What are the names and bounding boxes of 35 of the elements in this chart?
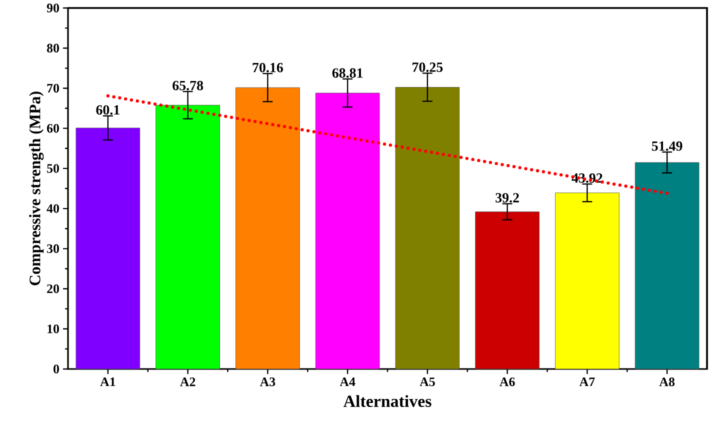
y-tick-label: 20 bbox=[47, 284, 60, 294]
data-label: 68.81 bbox=[332, 68, 363, 78]
data-label: 60.1 bbox=[96, 105, 120, 115]
x-tick-label: A1 bbox=[100, 378, 116, 386]
x-tick-label: A3 bbox=[260, 378, 276, 386]
x-tick-label: A2 bbox=[180, 378, 196, 386]
y-tick-label: 50 bbox=[47, 164, 60, 173]
y-axis-title: Compressive strength (MPa) bbox=[29, 92, 44, 286]
data-label: 51.49 bbox=[652, 141, 682, 151]
x-tick-label: A7 bbox=[579, 378, 595, 386]
x-tick-label: A6 bbox=[500, 378, 515, 386]
y-tick-label: 70 bbox=[47, 84, 60, 93]
x-axis-title: Alternatives bbox=[343, 395, 432, 407]
y-tick-label: 80 bbox=[46, 44, 60, 52]
y-tick-label: 0 bbox=[54, 364, 60, 374]
data-label: 70.25 bbox=[412, 62, 443, 72]
y-tick-label: 40 bbox=[46, 204, 60, 213]
bar bbox=[395, 87, 460, 370]
bar bbox=[315, 92, 380, 370]
y-tick-label: 30 bbox=[47, 244, 60, 254]
data-label: 70.16 bbox=[252, 62, 283, 72]
bar bbox=[634, 162, 700, 370]
bar bbox=[475, 212, 540, 370]
x-tick-label: A4 bbox=[340, 378, 356, 386]
y-tick-label: 90 bbox=[46, 4, 60, 12]
bar bbox=[156, 104, 220, 370]
bar bbox=[236, 87, 300, 370]
y-tick-label: 60 bbox=[46, 124, 60, 133]
bar bbox=[555, 192, 620, 370]
x-tick-label: A5 bbox=[420, 378, 435, 386]
y-tick-label: 10 bbox=[48, 324, 60, 334]
data-label: 39.2 bbox=[496, 193, 519, 203]
x-tick-label: A8 bbox=[659, 378, 675, 386]
bar bbox=[76, 128, 140, 370]
data-label: 65.78 bbox=[172, 80, 204, 90]
